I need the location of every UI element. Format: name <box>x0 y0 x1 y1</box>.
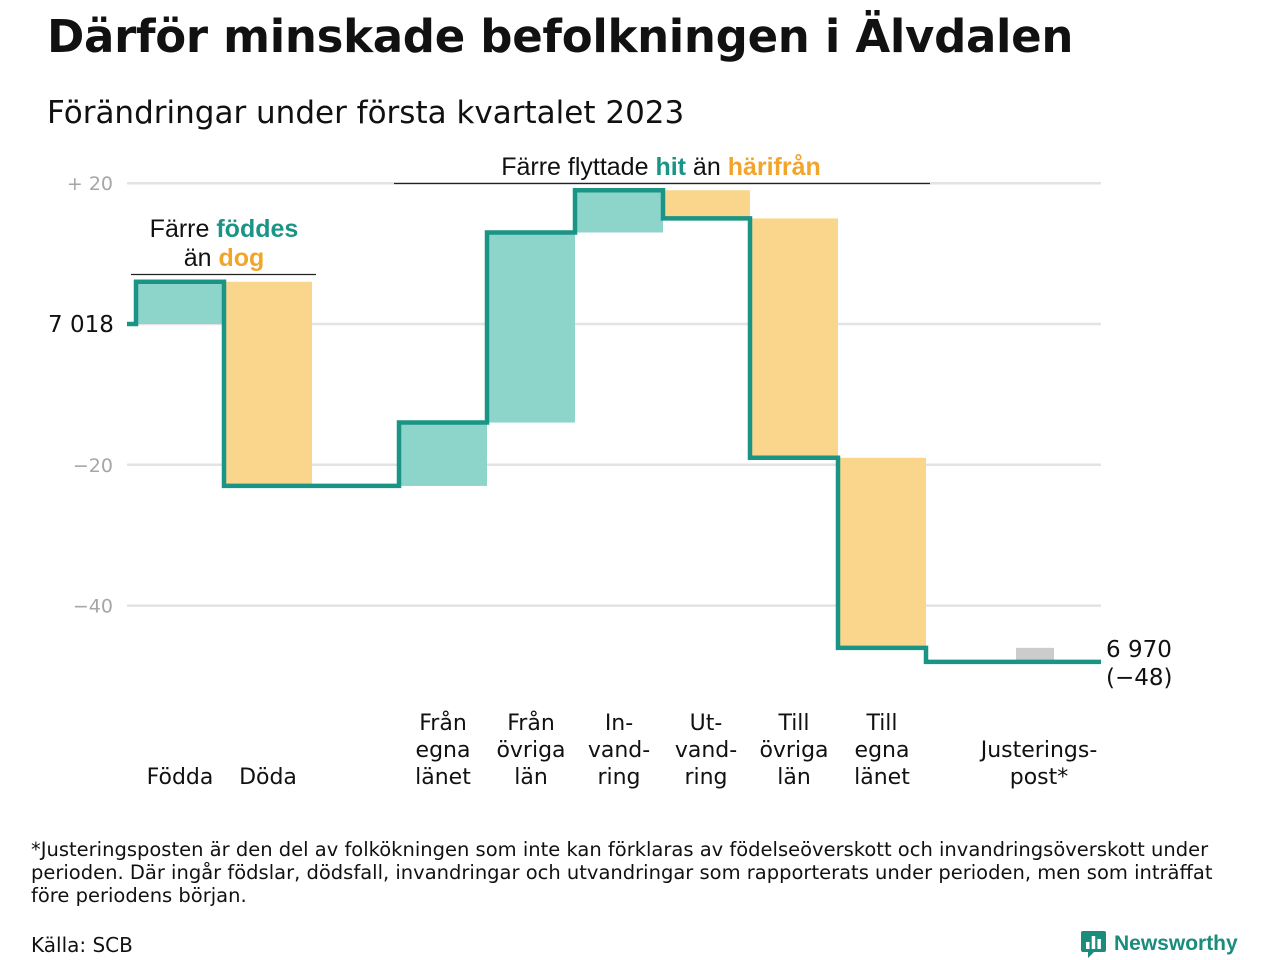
category-label: vand- <box>675 738 737 763</box>
bar-4 <box>487 232 575 423</box>
births-annotation-line1-part-0: Färre <box>150 215 217 243</box>
migration-annotation: Färre flyttade hit än härifrån <box>501 153 821 181</box>
category-label: Till <box>865 711 897 736</box>
category-label: Döda <box>239 765 297 790</box>
bar-chart-badge-icon <box>1081 931 1106 958</box>
category-label: Justerings- <box>979 738 1098 763</box>
chart-title: Därför minskade befolkningen i Älvdalen <box>47 10 1074 63</box>
y-tick-label: + 20 <box>67 173 113 195</box>
migration-annotation-part-0: Färre flyttade <box>501 153 655 181</box>
source-note: Källa: SCB <box>31 933 133 957</box>
category-label: Till <box>777 711 809 736</box>
y-tick-label: −20 <box>73 455 113 477</box>
bar-1 <box>136 281 224 324</box>
bar-9 <box>1016 647 1054 662</box>
chart-subtitle: Förändringar under första kvartalet 2023 <box>47 95 685 131</box>
category-label: ring <box>597 765 640 790</box>
brand-logo: Newsworthy <box>1080 929 1238 959</box>
category-label: län <box>514 765 548 790</box>
births-annotation-line1-part-1: föddes <box>216 215 298 243</box>
start-value-label: 7 018 <box>48 312 114 338</box>
category-label: län <box>777 765 811 790</box>
end-value-label: 6 970 <box>1106 637 1172 663</box>
bar-3 <box>399 422 487 486</box>
end-value-label: (−48) <box>1106 665 1172 691</box>
births-annotation-line2: än dog <box>184 244 265 272</box>
category-label: Födda <box>147 765 214 790</box>
category-label: egna <box>855 738 910 763</box>
footnote: *Justeringsposten är den del av folkökni… <box>31 838 1213 907</box>
bar-6 <box>662 190 750 219</box>
category-label: övriga <box>759 738 828 763</box>
category-label: egna <box>416 738 471 763</box>
category-label: In- <box>605 711 633 736</box>
category-label: post* <box>1010 765 1069 790</box>
category-label: ring <box>684 765 727 790</box>
category-label: vand- <box>588 738 650 763</box>
bar-8 <box>838 457 926 648</box>
category-label: Ut- <box>690 711 723 736</box>
category-label: länet <box>415 765 471 790</box>
category-label: Från <box>419 710 467 736</box>
category-label: övriga <box>496 738 565 763</box>
migration-annotation-part-3: härifrån <box>728 153 821 181</box>
births-annotation-line1: Färre föddes <box>150 215 299 243</box>
brand-name: Newsworthy <box>1114 932 1238 955</box>
cumulative-step-line <box>127 187 1101 665</box>
births-annotation-line2-part-1: dog <box>218 244 264 272</box>
bar-7 <box>750 218 838 458</box>
bar-2 <box>224 281 312 486</box>
migration-annotation-part-1: hit <box>655 153 686 181</box>
category-label: länet <box>854 765 910 790</box>
births-annotation-line2-part-0: än <box>184 244 219 272</box>
migration-annotation-part-2: än <box>686 153 728 181</box>
bar-5 <box>575 190 663 233</box>
category-label: Från <box>507 710 555 736</box>
y-tick-label: −40 <box>73 596 113 618</box>
